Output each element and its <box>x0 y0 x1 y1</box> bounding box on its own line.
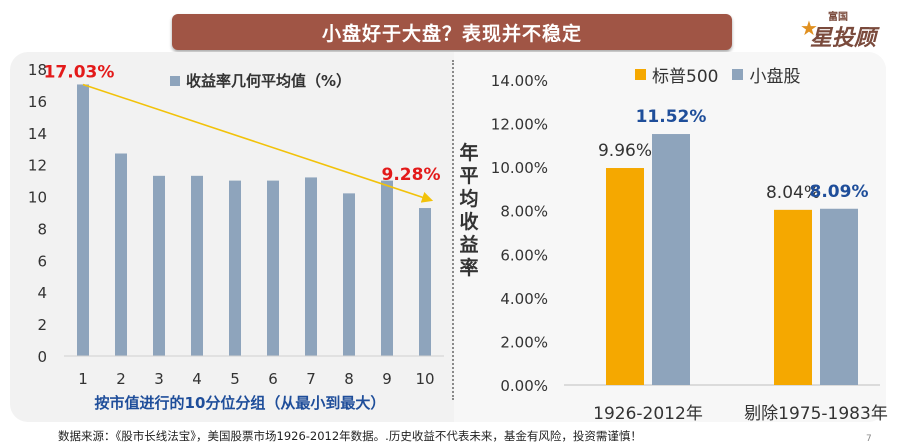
legend-label-left: 收益率几何平均值（%） <box>186 72 352 90</box>
right-y-axis-title: 年平均收益率 <box>459 142 479 279</box>
right-y-tick-label: 12.00% <box>491 116 548 134</box>
right-legend: 标普500 小盘股 <box>635 62 800 87</box>
left-y-tick-label: 2 <box>37 316 47 334</box>
left-x-tick-label: 3 <box>154 370 164 388</box>
left-x-tick-label: 2 <box>116 370 126 388</box>
right-y-tick-label: 14.00% <box>491 72 548 90</box>
logo-main-text: 星投顾 <box>810 26 877 51</box>
left-bar <box>229 180 241 356</box>
right-data-label: 8.09% <box>810 182 869 202</box>
right-bar <box>820 208 858 385</box>
trend-arrow <box>82 83 434 203</box>
title-banner: 小盘好于大盘？表现并不稳定 <box>172 14 732 50</box>
left-legend: 收益率几何平均值（%） <box>170 70 351 91</box>
left-bar <box>153 175 165 356</box>
right-bar <box>606 168 644 385</box>
legend-swatch-sp500 <box>635 69 646 80</box>
right-data-label: 8.04% <box>766 183 820 203</box>
left-x-tick-label: 5 <box>230 370 240 388</box>
page-number: 7 <box>866 434 872 444</box>
left-x-tick-label: 9 <box>382 370 392 388</box>
brand-logo: ★ 富国 星投顾 <box>800 6 900 54</box>
star-icon: ★ <box>800 16 818 40</box>
left-annotation-label: 9.28% <box>382 165 441 185</box>
left-bar <box>191 175 203 356</box>
left-bar <box>419 208 431 356</box>
left-y-tick-label: 10 <box>28 189 47 207</box>
left-x-tick-label: 1 <box>78 370 88 388</box>
left-x-tick-label: 7 <box>306 370 316 388</box>
left-y-tick-label: 18 <box>28 61 47 79</box>
left-bar <box>305 177 317 356</box>
legend-label-sp500: 标普500 <box>652 67 719 87</box>
right-y-tick-label: 0.00% <box>500 377 548 395</box>
left-x-tick-label: 10 <box>415 370 434 388</box>
panel-divider <box>452 60 454 400</box>
right-bar <box>774 209 812 385</box>
left-bar <box>343 193 355 356</box>
legend-swatch-smallcap <box>732 69 744 80</box>
left-x-tick-label: 6 <box>268 370 278 388</box>
right-x-tick-label: 剔除1975-1983年 <box>744 404 888 424</box>
left-y-tick-label: 16 <box>28 93 47 111</box>
left-y-tick-label: 4 <box>37 284 47 302</box>
left-x-tick-label: 8 <box>344 370 354 388</box>
left-y-tick-label: 14 <box>28 125 47 143</box>
right-data-label: 9.96% <box>598 141 652 161</box>
legend-swatch-left <box>170 75 180 86</box>
right-y-tick-label: 8.00% <box>500 203 548 221</box>
left-y-tick-label: 6 <box>37 252 47 270</box>
left-y-tick-label: 8 <box>37 220 47 238</box>
left-y-tick-label: 12 <box>28 157 47 175</box>
logo-top-text: 富国 <box>828 12 848 23</box>
left-y-tick-label: 0 <box>37 348 47 366</box>
right-bar <box>652 134 690 385</box>
legend-label-smallcap: 小盘股 <box>749 67 801 87</box>
right-y-tick-label: 10.00% <box>491 159 548 177</box>
left-x-tick-label: 4 <box>192 370 202 388</box>
right-y-tick-label: 2.00% <box>500 333 548 351</box>
right-y-tick-label: 6.00% <box>500 246 548 264</box>
right-data-label: 11.52% <box>636 107 707 127</box>
left-bar <box>115 153 127 356</box>
footer-source: 数据来源：《股市长线法宝》，美国股票市场1926-2012年数据。.历史收益不代… <box>58 429 642 443</box>
left-bar <box>267 180 279 356</box>
left-x-axis-title: 按市值进行的10分位分组（从最小到最大） <box>94 394 386 412</box>
right-x-tick-label: 1926-2012年 <box>593 404 703 424</box>
left-annotation-label: 17.03% <box>44 62 115 82</box>
left-bar <box>381 180 393 356</box>
right-y-tick-label: 4.00% <box>500 290 548 308</box>
left-bar <box>77 84 89 356</box>
